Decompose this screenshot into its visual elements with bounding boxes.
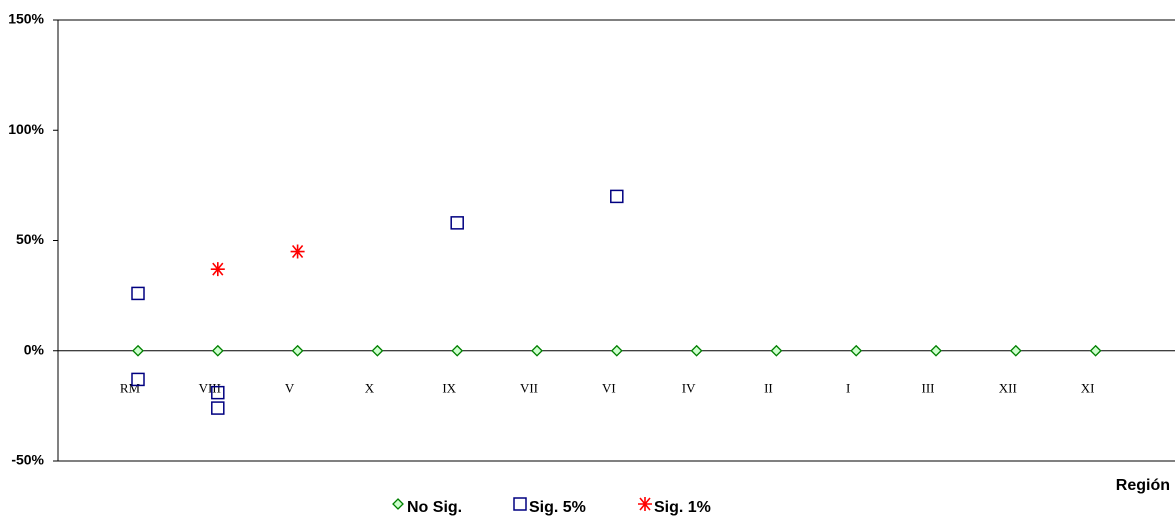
- data-point: [1009, 344, 1022, 357]
- data-point: [610, 189, 624, 204]
- x-tick-label: XII: [999, 381, 1017, 396]
- x-tick-label: V: [285, 381, 295, 396]
- y-tick-label: 100%: [8, 121, 44, 137]
- data-point: [211, 385, 225, 400]
- data-point: [211, 401, 225, 415]
- data-point: [131, 286, 145, 301]
- data-point: [1089, 344, 1102, 357]
- data-point: [371, 344, 384, 357]
- data-point: [211, 344, 224, 357]
- legend-label: Sig. 5%: [529, 499, 586, 516]
- data-point: [450, 216, 464, 230]
- y-tick-label: -50%: [11, 452, 44, 468]
- x-tick-label: IV: [682, 381, 696, 396]
- x-tick-label: IX: [442, 381, 456, 396]
- data-point: [132, 344, 144, 357]
- x-tick-label: I: [846, 381, 850, 396]
- data-point: [770, 344, 783, 357]
- x-tick-label: X: [365, 381, 375, 396]
- y-tick-label: 0%: [24, 341, 45, 357]
- data-point: [210, 262, 225, 277]
- data-point: [531, 344, 543, 357]
- legend-label: No Sig.: [407, 499, 462, 516]
- y-tick-label: 150%: [8, 11, 44, 27]
- data-point: [291, 344, 304, 357]
- x-tick-label: RM: [120, 381, 141, 396]
- x-axis-label: Región: [1116, 477, 1170, 494]
- data-point: [290, 244, 305, 259]
- legend-label: Sig. 1%: [654, 499, 711, 516]
- data-point: [451, 344, 464, 357]
- x-tick-label: II: [764, 381, 773, 396]
- data-point: [690, 344, 703, 357]
- legend-marker: [638, 497, 652, 511]
- y-tick-label: 50%: [16, 231, 45, 247]
- data-point: [610, 344, 623, 357]
- x-tick-label: XI: [1081, 381, 1095, 396]
- x-tick-label: VI: [602, 381, 616, 396]
- data-point: [850, 344, 863, 357]
- legend-marker: [513, 497, 527, 511]
- x-tick-label: VII: [520, 381, 538, 396]
- legend-marker: [392, 498, 404, 510]
- data-point: [131, 372, 145, 387]
- data-point: [930, 344, 942, 357]
- x-tick-label: VIII: [199, 381, 221, 396]
- x-tick-label: III: [922, 381, 935, 396]
